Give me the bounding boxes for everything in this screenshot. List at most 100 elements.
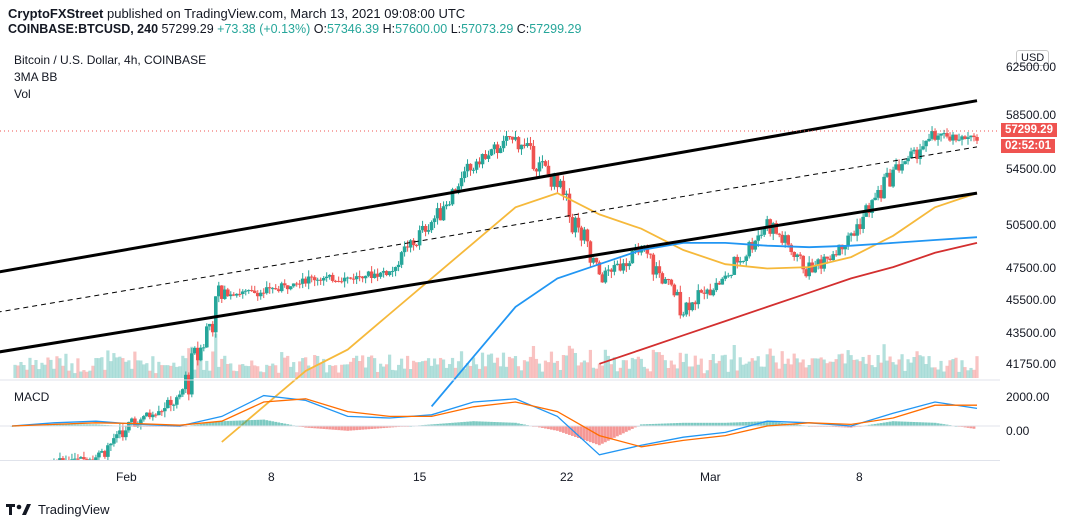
macd-histogram-bar	[514, 422, 517, 426]
volume-bar	[106, 350, 110, 378]
volume-label[interactable]: Vol	[14, 87, 31, 101]
macd-histogram-bar	[223, 421, 227, 426]
volume-bar	[355, 355, 359, 378]
volume-bar	[510, 358, 515, 378]
candle-body	[357, 276, 362, 278]
volume-bar	[91, 365, 95, 378]
macd-histogram-bar	[511, 422, 514, 426]
volume-bar	[79, 371, 83, 378]
volume-bar	[319, 363, 323, 378]
candle-body	[807, 262, 811, 277]
volume-bar	[897, 359, 901, 378]
macd-histogram-bar	[774, 422, 778, 426]
macd-histogram-bar	[256, 419, 260, 426]
candle-body	[495, 144, 500, 154]
volume-bar	[618, 367, 622, 378]
macd-histogram-bar	[909, 421, 913, 426]
candle-body	[915, 149, 919, 159]
candle-body	[276, 289, 281, 292]
candle-body	[492, 144, 497, 150]
macd-histogram-bar	[229, 420, 233, 426]
candle-body	[561, 180, 566, 196]
price-tick: 50500.00	[1006, 218, 1057, 232]
volume-bar	[756, 356, 760, 378]
macd-histogram-bar	[61, 424, 65, 426]
time-tick: 15	[413, 470, 427, 484]
currency-button[interactable]: USD	[1016, 50, 1050, 66]
macd-histogram-bar	[750, 421, 754, 426]
volume-bar	[801, 359, 805, 378]
macd-histogram-bar	[85, 424, 89, 426]
macd-histogram-bar	[630, 426, 634, 429]
candle-body	[924, 140, 928, 147]
volume-bar	[903, 370, 907, 378]
macd-histogram-bar	[565, 426, 568, 434]
candle-body	[279, 283, 284, 292]
volume-bar	[432, 358, 437, 378]
candle-body	[813, 265, 817, 273]
macd-label[interactable]: MACD	[14, 390, 50, 404]
volume-bar	[486, 354, 491, 378]
publisher-name[interactable]: CryptoFXStreet	[8, 6, 104, 21]
tradingview-logo[interactable]: TradingView	[6, 501, 110, 517]
candle-body	[567, 193, 572, 218]
volume-bar	[489, 353, 494, 378]
price-chart[interactable]	[0, 40, 1000, 460]
volume-bar	[822, 359, 826, 378]
volume-bar	[873, 367, 877, 378]
volume-bar	[738, 357, 742, 378]
macd-histogram-bar	[741, 422, 745, 426]
time-axis[interactable]	[0, 460, 1000, 491]
symbol-name[interactable]: COINBASE:BTCUSD, 240	[8, 22, 159, 36]
volume-bar	[109, 361, 113, 378]
candle-body	[471, 169, 476, 171]
macd-histogram-bar	[574, 426, 577, 437]
volume-bar	[76, 358, 80, 378]
volume-bar	[205, 360, 209, 378]
candle-body	[600, 274, 605, 283]
time-tick: Mar	[700, 470, 721, 484]
macd-histogram-bar	[942, 424, 946, 426]
candle-body	[399, 252, 404, 265]
candle-body	[804, 269, 808, 277]
volume-bar	[169, 365, 173, 378]
macd-histogram-bar	[457, 422, 460, 426]
volume-bar	[753, 360, 757, 378]
macd-histogram-bar	[70, 424, 74, 426]
macd-histogram-bar	[729, 422, 733, 426]
volume-bar	[924, 364, 928, 378]
volume-bar	[139, 360, 143, 378]
candle-body	[966, 137, 970, 139]
macd-histogram-bar	[642, 424, 646, 426]
macd-histogram-bar	[538, 426, 541, 428]
volume-bar	[870, 365, 874, 378]
volume-bar	[307, 365, 311, 378]
macd-histogram-bar	[286, 424, 290, 426]
candle-body	[936, 135, 940, 140]
macd-histogram-bar	[301, 426, 305, 428]
ohlc-high: 57600.00	[395, 22, 448, 36]
candle-body	[609, 269, 614, 272]
candle-body	[324, 276, 329, 279]
volume-bar	[906, 359, 910, 378]
macd-histogram-bar	[55, 424, 59, 426]
macd-histogram-bar	[714, 422, 718, 426]
volume-bar	[717, 360, 721, 378]
candle-body	[139, 419, 143, 424]
candle-body	[411, 240, 416, 246]
volume-bar	[867, 354, 871, 378]
macd-histogram-bar	[91, 424, 95, 426]
indicator-label[interactable]: 3MA BB	[14, 70, 58, 84]
volume-bar	[268, 365, 272, 378]
candle-body	[552, 173, 557, 187]
macd-histogram-bar	[771, 421, 775, 426]
candle-body	[540, 161, 545, 163]
volume-bar	[540, 371, 545, 378]
macd-histogram-bar	[466, 421, 469, 426]
candle-body	[97, 452, 101, 458]
volume-bar	[891, 362, 895, 378]
volume-bar	[645, 368, 649, 378]
macd-histogram-bar	[265, 420, 269, 426]
macd-histogram-bar	[681, 422, 685, 426]
candle-body	[597, 262, 602, 275]
